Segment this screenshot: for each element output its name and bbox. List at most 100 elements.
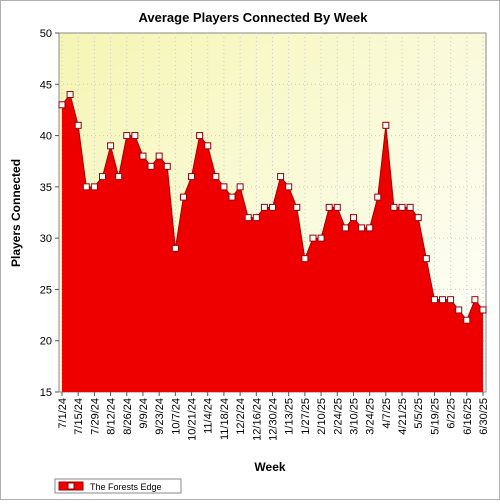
- data-point: [285, 183, 293, 191]
- data-point: [244, 214, 252, 222]
- y-tick-label: 15: [40, 387, 52, 399]
- y-axis-label: Players Connected: [9, 159, 23, 267]
- x-tick-label: 4/21/25: [397, 398, 409, 435]
- x-tick-label: 11/18/24: [219, 398, 231, 440]
- chart-title: Average Players Connected By Week: [138, 10, 368, 25]
- x-tick-label: 10/7/24: [170, 398, 182, 435]
- data-point: [155, 152, 163, 160]
- data-point: [293, 203, 301, 211]
- y-tick-label: 30: [40, 233, 52, 245]
- data-point: [479, 306, 487, 314]
- x-tick-label: 8/12/24: [106, 398, 118, 435]
- data-point: [90, 183, 98, 191]
- data-point: [107, 142, 115, 150]
- data-point: [349, 214, 357, 222]
- data-point: [390, 203, 398, 211]
- data-point: [374, 193, 382, 201]
- data-point: [74, 121, 82, 129]
- data-point: [204, 142, 212, 150]
- y-tick-label: 25: [40, 284, 52, 296]
- data-point: [228, 193, 236, 201]
- data-point: [82, 183, 90, 191]
- x-tick-label: 7/15/24: [73, 398, 85, 435]
- data-point: [179, 193, 187, 201]
- x-tick-label: 3/10/25: [348, 398, 360, 435]
- data-point: [147, 162, 155, 170]
- x-tick-label: 2/24/25: [332, 398, 344, 435]
- data-point: [439, 296, 447, 304]
- x-tick-label: 12/30/24: [268, 398, 280, 441]
- y-axis: 15 20 25 30 35 40 45 50: [40, 28, 59, 399]
- x-tick-label: 4/7/25: [381, 398, 393, 429]
- data-point: [220, 183, 228, 191]
- x-tick-label: 9/9/24: [138, 398, 150, 429]
- data-point: [188, 173, 196, 181]
- x-tick-label: 7/29/24: [89, 398, 101, 435]
- x-tick-label: 5/19/25: [429, 398, 441, 435]
- data-point: [123, 132, 131, 140]
- x-tick-label: 12/16/24: [251, 398, 263, 441]
- y-tick-label: 50: [40, 28, 52, 40]
- y-tick-label: 45: [40, 79, 52, 91]
- x-tick-label: 5/5/25: [413, 398, 425, 429]
- data-point: [163, 162, 171, 170]
- y-tick-label: 40: [40, 131, 52, 143]
- x-axis-label: Week: [254, 460, 285, 474]
- data-point: [260, 203, 268, 211]
- data-point: [301, 255, 309, 263]
- data-point: [358, 224, 366, 232]
- x-tick-label: 6/16/25: [462, 398, 474, 435]
- data-point: [196, 132, 204, 140]
- x-tick-label: 6/2/25: [446, 398, 458, 429]
- y-tick-label: 20: [40, 336, 52, 348]
- data-point: [447, 296, 455, 304]
- legend-marker: [67, 482, 75, 490]
- data-point: [325, 203, 333, 211]
- x-tick-label: 1/27/25: [300, 398, 312, 435]
- data-point: [317, 234, 325, 242]
- data-point: [139, 152, 147, 160]
- x-tick-label: 3/24/25: [365, 398, 377, 435]
- data-point: [422, 255, 430, 263]
- data-point: [471, 296, 479, 304]
- data-point: [58, 101, 66, 109]
- data-point: [430, 296, 438, 304]
- data-point: [309, 234, 317, 242]
- legend-box: [54, 478, 182, 494]
- x-tick-label: 2/10/25: [316, 398, 328, 435]
- data-point: [236, 183, 244, 191]
- legend-label: The Forests Edge: [90, 482, 162, 492]
- data-point: [252, 214, 260, 222]
- data-point: [341, 224, 349, 232]
- data-point: [463, 316, 471, 324]
- data-point: [269, 203, 276, 211]
- x-tick-label: 9/23/24: [154, 398, 166, 435]
- data-point: [212, 173, 220, 181]
- x-tick-label: 6/30/25: [478, 398, 490, 435]
- x-tick-label: 7/1/24: [57, 398, 69, 429]
- legend: The Forests Edge: [54, 478, 182, 494]
- series-markers: [58, 91, 487, 324]
- data-point: [455, 306, 463, 314]
- data-point: [382, 121, 390, 129]
- data-point: [277, 173, 285, 181]
- data-point: [171, 244, 179, 252]
- x-tick-label: 1/13/25: [284, 398, 296, 435]
- data-point: [66, 91, 74, 99]
- x-tick-label: 8/26/24: [122, 398, 134, 435]
- data-point: [333, 203, 341, 211]
- data-point: [406, 203, 414, 211]
- data-point: [131, 132, 139, 140]
- data-point: [414, 214, 422, 222]
- data-point: [366, 224, 374, 232]
- x-axis: 7/1/24 7/15/24 7/29/24 8/12/24 8/26/24 9/9/24…: [57, 392, 490, 441]
- x-tick-label: 11/4/24: [203, 398, 215, 434]
- x-tick-label: 12/2/24: [235, 398, 247, 435]
- x-tick-label: 10/21/24: [187, 398, 199, 441]
- data-point: [98, 173, 106, 181]
- data-point: [398, 203, 406, 211]
- data-point: [115, 173, 123, 181]
- y-tick-label: 35: [40, 182, 52, 194]
